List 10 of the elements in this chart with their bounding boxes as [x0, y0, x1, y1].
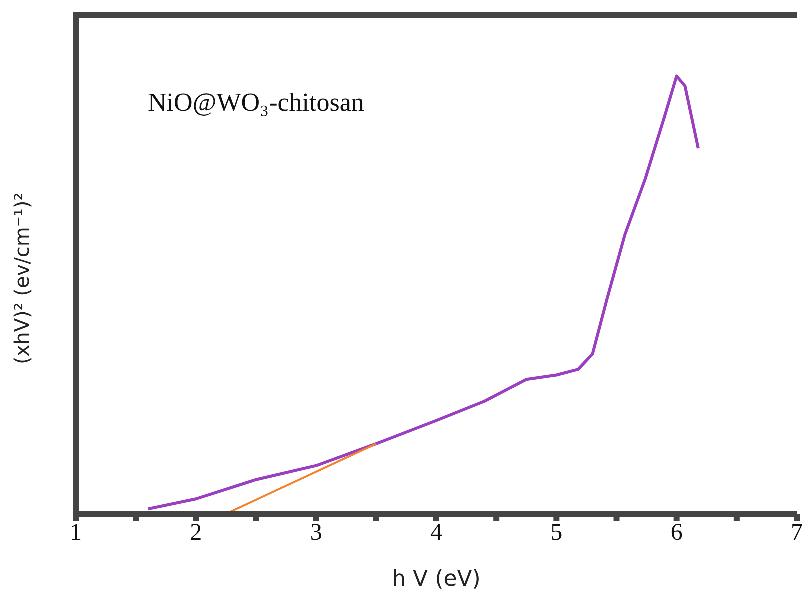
x-tick-label: 1: [70, 520, 82, 546]
x-tick-label: 4: [430, 520, 442, 546]
x-tick-label: 6: [670, 520, 683, 546]
x-tick-label: 2: [190, 520, 202, 546]
y-axis-title: (xhV)² (ev/cm⁻¹)²: [10, 192, 34, 364]
x-tick-label: 3: [310, 520, 322, 546]
annotation: NiO@WO₃-chitosan: [148, 88, 364, 118]
x-axis-title: h V (eV): [392, 567, 481, 592]
x-tick-label: 5: [550, 520, 563, 546]
x-tick-label: 7: [791, 520, 802, 546]
